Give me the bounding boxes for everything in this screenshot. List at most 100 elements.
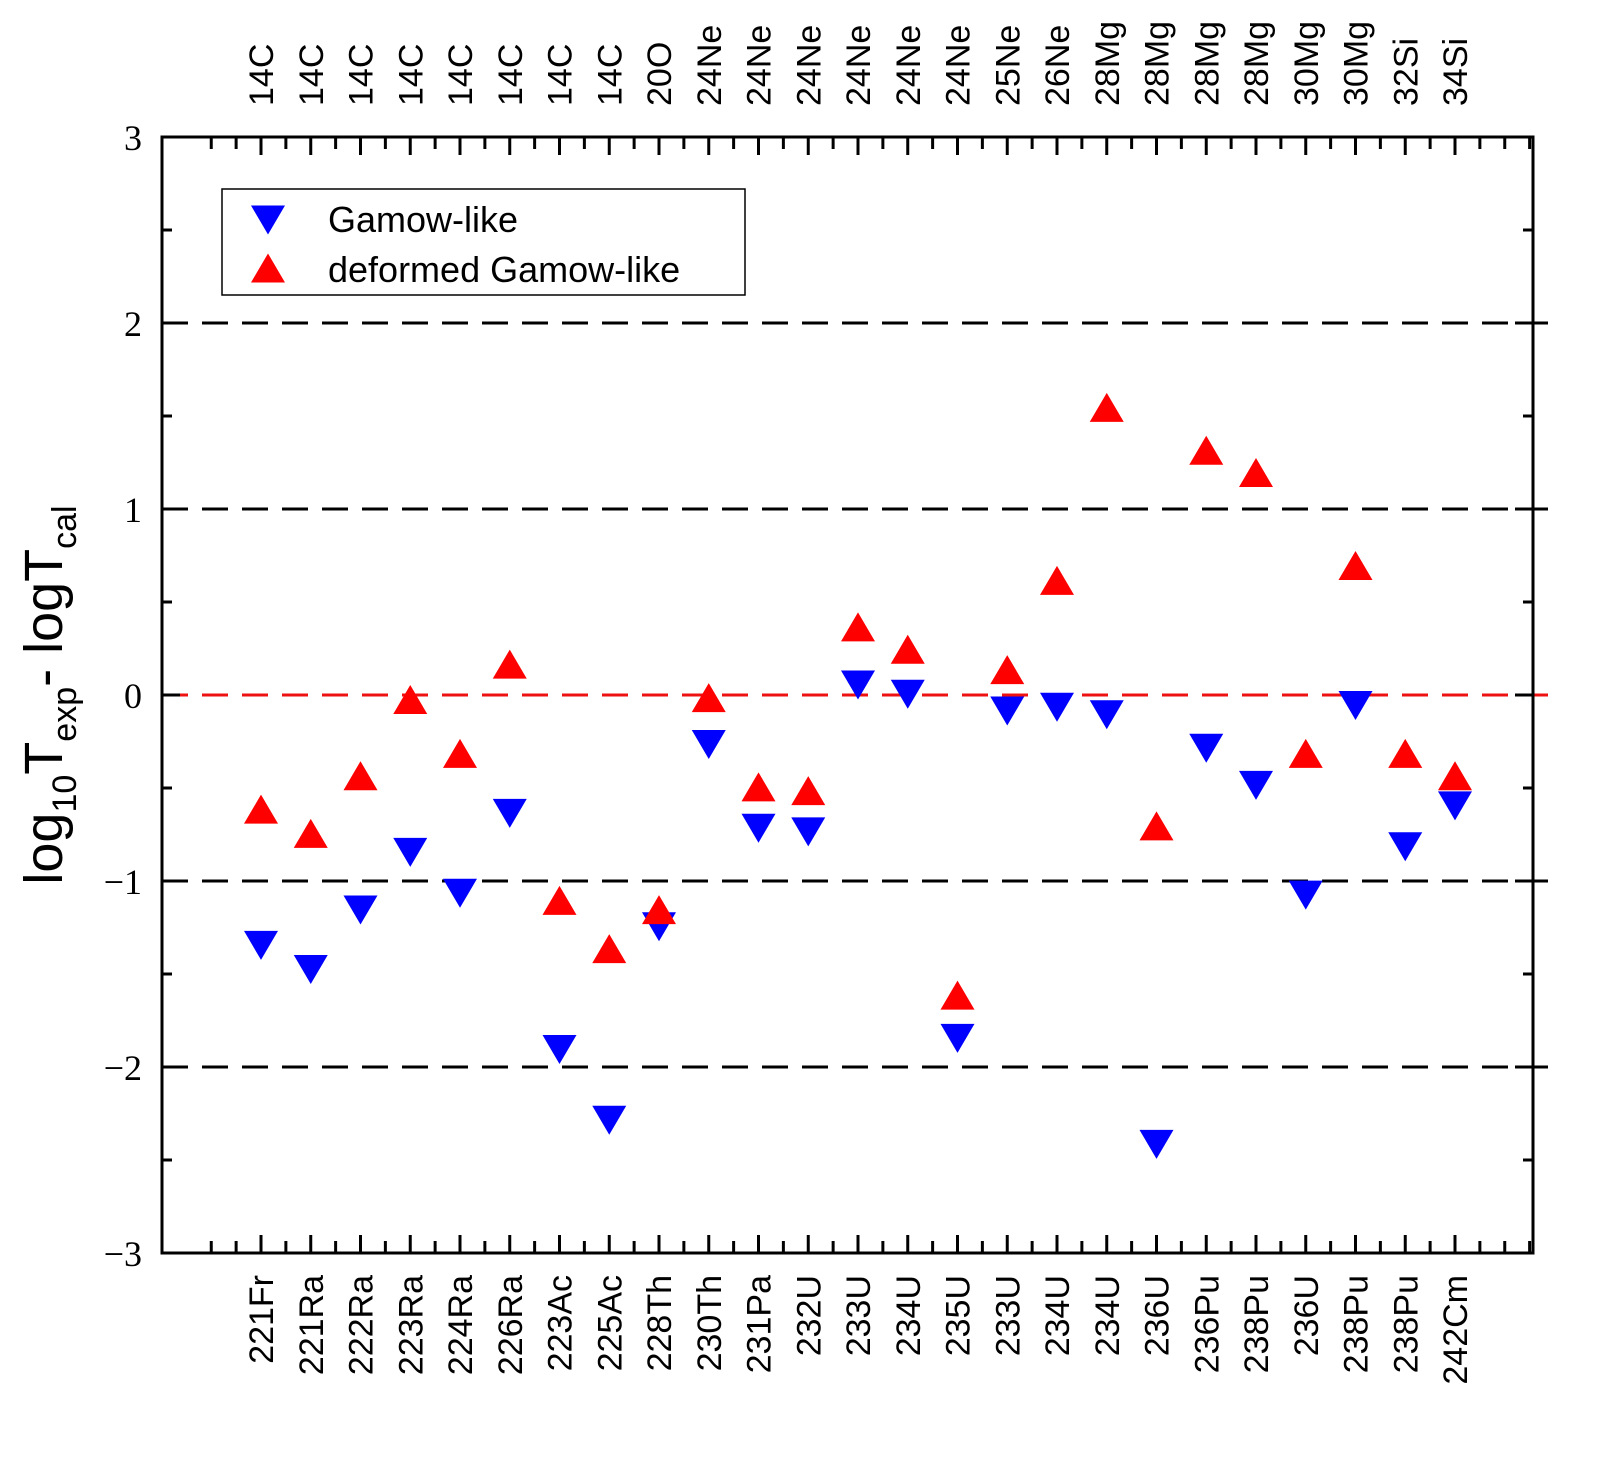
x-cluster-label: 14C — [542, 44, 580, 106]
x-category-label: 232U — [790, 1275, 828, 1356]
gamow-like-point-20 — [1239, 770, 1273, 800]
x-category-label: 234U — [1089, 1275, 1127, 1356]
deformed-gamow-like-point-4 — [443, 738, 477, 768]
x-cluster-label: 24Ne — [890, 25, 928, 106]
x-category-label: 238Pu — [1238, 1275, 1276, 1373]
deformed-gamow-like-point-9 — [691, 683, 726, 713]
deformed-gamow-like-point-15 — [990, 655, 1025, 685]
gamow-like-point-7 — [592, 1105, 627, 1135]
x-category-label: 238Pu — [1338, 1275, 1376, 1373]
x-category-label: 234U — [1039, 1275, 1077, 1356]
deformed-gamow-like-point-24 — [1438, 761, 1472, 791]
x-category-label: 230Th — [691, 1275, 729, 1371]
deformed-gamow-like-point-22 — [1338, 551, 1373, 581]
x-category-label: 231Pa — [741, 1275, 779, 1373]
x-cluster-label: 24Ne — [741, 25, 779, 106]
gamow-like-point-3 — [393, 837, 428, 867]
deformed-gamow-like-point-17 — [1089, 392, 1124, 422]
x-cluster-label: 30Mg — [1288, 21, 1326, 106]
y-tick-label: 1 — [124, 490, 142, 530]
axis-ticks — [162, 135, 1533, 1255]
gamow-like-point-9 — [691, 730, 726, 759]
gamow-like-point-6 — [542, 1035, 577, 1065]
x-cluster-label: 34Si — [1437, 38, 1475, 106]
deformed-gamow-like-point-11 — [791, 776, 826, 806]
gamow-like-point-5 — [492, 798, 527, 828]
x-category-label: 236U — [1139, 1275, 1177, 1356]
x-category-label: 233U — [989, 1275, 1027, 1356]
x-cluster-label: 28Mg — [1139, 21, 1177, 106]
y-axis-label: log10Texp- logTcal — [14, 505, 84, 884]
x-category-label: 228Th — [641, 1275, 679, 1371]
gamow-like-point-0 — [244, 930, 278, 960]
x-cluster-label: 26Ne — [1039, 25, 1077, 106]
deformed-gamow-like-point-21 — [1288, 738, 1323, 768]
x-cluster-label: 32Si — [1387, 38, 1425, 106]
legend-box — [221, 188, 746, 296]
x-cluster-label: 14C — [591, 44, 629, 106]
x-cluster-label: 24Ne — [940, 25, 978, 106]
x-cluster-label: 14C — [243, 44, 281, 106]
x-cluster-label: 25Ne — [989, 25, 1027, 106]
deformed-gamow-like-point-23 — [1388, 738, 1423, 768]
deformed-gamow-like-point-1 — [293, 818, 328, 848]
gamow-like-point-18 — [1139, 1129, 1174, 1159]
gamow-like-point-14 — [940, 1023, 975, 1053]
legend-label-deformed-gamow-like: deformed Gamow-like — [328, 249, 680, 290]
deformed-gamow-like-point-6 — [542, 885, 577, 915]
legend-marker-deformed-gamow-like — [251, 253, 285, 283]
deformed-gamow-like-point-7 — [592, 934, 627, 964]
x-cluster-label: 24Ne — [840, 25, 878, 106]
deformed-gamow-like-point-16 — [1040, 565, 1074, 595]
data-points — [244, 392, 1472, 1159]
x-category-label: 221Fr — [243, 1275, 281, 1364]
gamow-like-point-15 — [990, 696, 1025, 726]
x-cluster-label: 14C — [343, 44, 381, 106]
x-category-label: 233U — [840, 1275, 878, 1356]
y-tick-label: −1 — [104, 862, 142, 902]
gamow-like-point-13 — [890, 679, 925, 709]
x-category-label: 223Ra — [392, 1275, 430, 1375]
x-category-labels: 221Fr 221Ra 222Ra 223Ra 224Ra 226Ra 223Ac 225Ac… — [243, 1275, 1475, 1385]
deformed-gamow-like-point-0 — [244, 794, 278, 824]
deformed-gamow-like-point-3 — [393, 684, 428, 714]
x-cluster-label: 24Ne — [691, 25, 729, 106]
deformed-gamow-like-point-5 — [492, 649, 527, 679]
y-tick-label: 2 — [124, 304, 142, 344]
x-category-label: 236Pu — [1188, 1275, 1226, 1373]
legend-marker-gamow-like — [251, 205, 285, 235]
gamow-like-point-22 — [1338, 690, 1373, 720]
y-tick-label: 3 — [124, 118, 142, 158]
x-category-label: 238Pu — [1387, 1275, 1425, 1373]
gamow-like-point-4 — [443, 878, 477, 908]
legend: Gamow-like deformed Gamow-like — [221, 188, 746, 296]
gamow-like-point-16 — [1040, 692, 1074, 722]
gamow-like-point-24 — [1438, 791, 1472, 821]
gamow-like-point-19 — [1189, 733, 1224, 763]
deformed-gamow-like-point-14 — [940, 980, 975, 1010]
y-tick-labels: −3 −2 −1 0 1 2 3 — [104, 118, 142, 1274]
x-category-label: 236U — [1288, 1275, 1326, 1356]
deformed-gamow-like-point-20 — [1239, 458, 1273, 488]
gamow-like-point-10 — [741, 813, 776, 843]
legend-label-gamow-like: Gamow-like — [328, 199, 518, 240]
x-cluster-label: 20O — [641, 42, 679, 106]
deformed-gamow-like-point-8 — [642, 895, 676, 925]
x-cluster-label: 28Mg — [1238, 21, 1276, 106]
x-cluster-labels: 14C 14C 14C 14C 14C 14C 14C 14C 20O 24Ne 24Ne 24Ne 2… — [243, 21, 1475, 106]
x-cluster-label: 14C — [293, 44, 331, 106]
deformed-gamow-like-point-18 — [1139, 811, 1174, 841]
gamow-like-point-21 — [1288, 880, 1323, 910]
y-tick-label: 0 — [124, 676, 142, 716]
deformed-gamow-like-point-13 — [890, 634, 925, 664]
x-category-label: 226Ra — [492, 1275, 530, 1375]
x-cluster-label: 28Mg — [1188, 21, 1226, 106]
x-cluster-label: 24Ne — [790, 25, 828, 106]
x-category-label: 225Ac — [591, 1275, 629, 1371]
gamow-like-point-12 — [841, 670, 875, 700]
deformed-gamow-like-point-19 — [1189, 435, 1224, 465]
x-category-label: 224Ra — [442, 1275, 480, 1375]
x-cluster-label: 30Mg — [1338, 21, 1376, 106]
gamow-like-point-17 — [1089, 700, 1124, 730]
